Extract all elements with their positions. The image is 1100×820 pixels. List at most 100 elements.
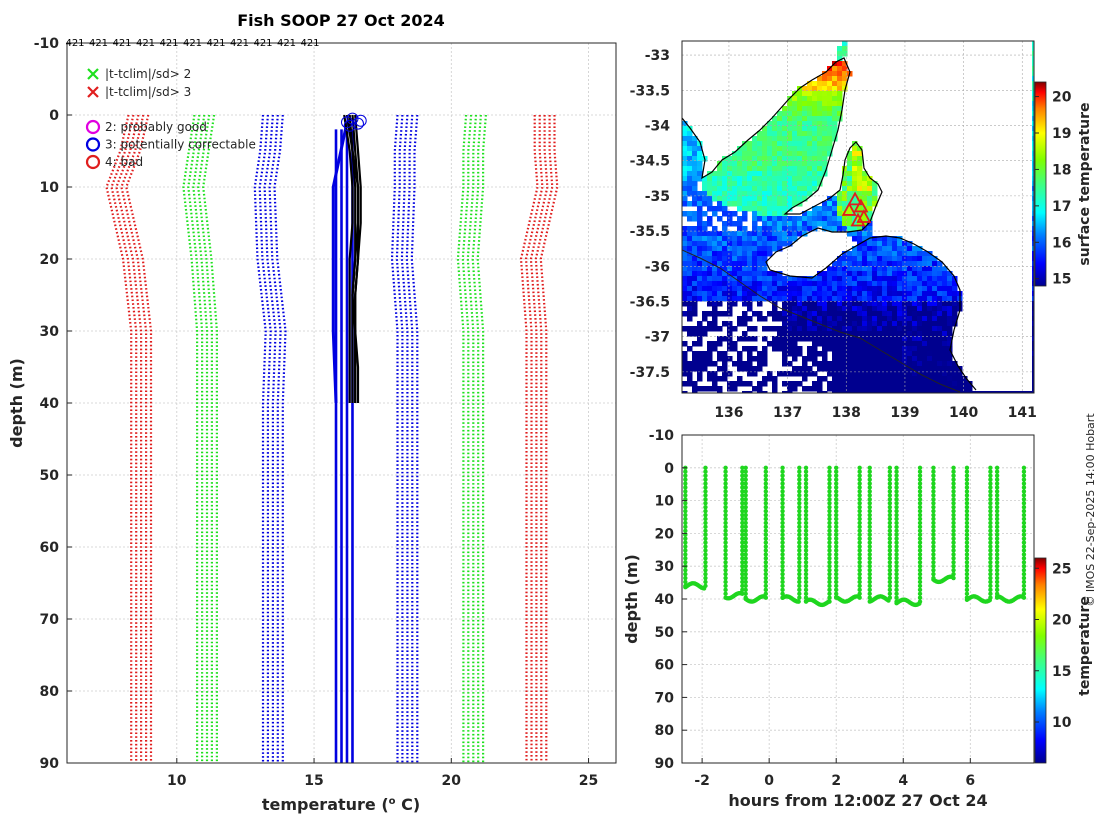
sst-cell xyxy=(817,286,823,292)
sst-cell xyxy=(772,296,778,302)
sst-cell xyxy=(717,311,723,317)
sst-cell xyxy=(832,336,838,342)
sst-cell xyxy=(857,361,863,367)
sst-cell xyxy=(757,301,763,307)
ts-point xyxy=(703,571,708,577)
sst-cell xyxy=(802,216,808,222)
ts-point xyxy=(867,579,872,585)
sst-cell xyxy=(692,291,698,297)
ts-point xyxy=(867,520,872,526)
ts-point xyxy=(887,579,893,585)
sst-cell xyxy=(942,356,948,362)
sst-cell xyxy=(867,201,873,207)
sst-cell xyxy=(912,386,918,392)
sst-cell xyxy=(747,271,753,277)
sst-cell xyxy=(752,326,758,332)
sst-cell xyxy=(732,236,738,242)
profile-x-label: temperature (o C) xyxy=(262,795,420,814)
sst-cell xyxy=(712,286,718,292)
ts-point xyxy=(723,485,728,490)
sst-cell xyxy=(942,341,948,347)
sst-cell xyxy=(707,261,713,267)
sst-cell xyxy=(947,276,953,282)
sst-cell xyxy=(752,161,758,167)
sst-cell xyxy=(1032,86,1034,92)
ts-point xyxy=(951,575,956,581)
sst-cell xyxy=(852,386,858,392)
ts-point xyxy=(894,595,899,600)
ts-point xyxy=(797,516,802,522)
sst-cell xyxy=(922,266,928,272)
sst-cell xyxy=(722,291,728,297)
sst-cell xyxy=(707,206,713,212)
sst-cell xyxy=(817,296,823,302)
flag-circle xyxy=(351,117,364,130)
sst-cell xyxy=(722,201,728,207)
sst-cell xyxy=(717,291,723,297)
map-y-tick-label: -33.5 xyxy=(630,83,670,99)
sst-cell xyxy=(922,356,928,362)
sst-cell xyxy=(932,256,938,262)
sst-cell xyxy=(762,226,768,232)
sst-cell xyxy=(762,276,768,282)
sst-cell xyxy=(832,71,838,77)
sst-cell xyxy=(932,386,938,392)
sst-cell xyxy=(852,371,858,377)
ts-point xyxy=(857,575,862,581)
ts-point xyxy=(988,552,993,557)
ts-point xyxy=(683,493,688,498)
sst-cell xyxy=(732,186,738,192)
ts-point xyxy=(894,520,899,526)
ts-point xyxy=(703,481,708,486)
sst-cell xyxy=(827,336,833,342)
sst-cell xyxy=(857,271,863,277)
sst-cell xyxy=(912,271,918,277)
sst-cell xyxy=(962,391,968,393)
sst-cell xyxy=(817,291,823,297)
sst-cell xyxy=(847,161,853,167)
sst-cell xyxy=(792,156,798,162)
sst-cell xyxy=(692,366,698,372)
sst-cell xyxy=(757,206,763,212)
sst-cell xyxy=(932,266,938,272)
sst-cell xyxy=(822,281,828,287)
sst-cell xyxy=(877,246,883,252)
sst-cell xyxy=(927,276,933,282)
sst-cell xyxy=(742,296,748,302)
sst-cell xyxy=(837,316,843,322)
legend-x-label: |t-tclim|/sd> 2 xyxy=(105,67,191,81)
sst-cell xyxy=(757,161,763,167)
sst-cell xyxy=(772,166,778,172)
sst-cell xyxy=(762,376,768,382)
ts-point xyxy=(797,485,802,490)
sst-cell xyxy=(687,311,693,317)
ts-point xyxy=(803,579,809,585)
sst-cell xyxy=(812,186,818,192)
ts-y-tick-label: 30 xyxy=(655,559,675,575)
ts-point xyxy=(743,469,748,474)
envelope-3 xyxy=(390,114,419,763)
sst-cell xyxy=(762,381,768,387)
sst-cell xyxy=(802,306,808,312)
sst-cell xyxy=(807,216,813,222)
sst-cell xyxy=(902,306,908,312)
ts-point xyxy=(827,587,832,593)
sst-cell xyxy=(792,196,798,202)
sst-cell xyxy=(822,301,828,307)
sst-cell xyxy=(832,381,838,387)
sst-cell xyxy=(772,126,778,132)
sst-cell xyxy=(912,281,918,287)
sst-cell xyxy=(1032,321,1034,327)
sst-cell xyxy=(707,321,713,327)
sst-cell xyxy=(847,276,853,282)
sst-cell xyxy=(922,361,928,367)
sst-cell xyxy=(782,381,788,387)
sst-cell xyxy=(802,326,808,332)
sst-cell xyxy=(842,81,848,87)
ts-point xyxy=(988,583,993,589)
sst-cell xyxy=(757,236,763,242)
sst-cell xyxy=(757,291,763,297)
sst-cell xyxy=(822,271,828,277)
ts-point xyxy=(994,493,1000,498)
